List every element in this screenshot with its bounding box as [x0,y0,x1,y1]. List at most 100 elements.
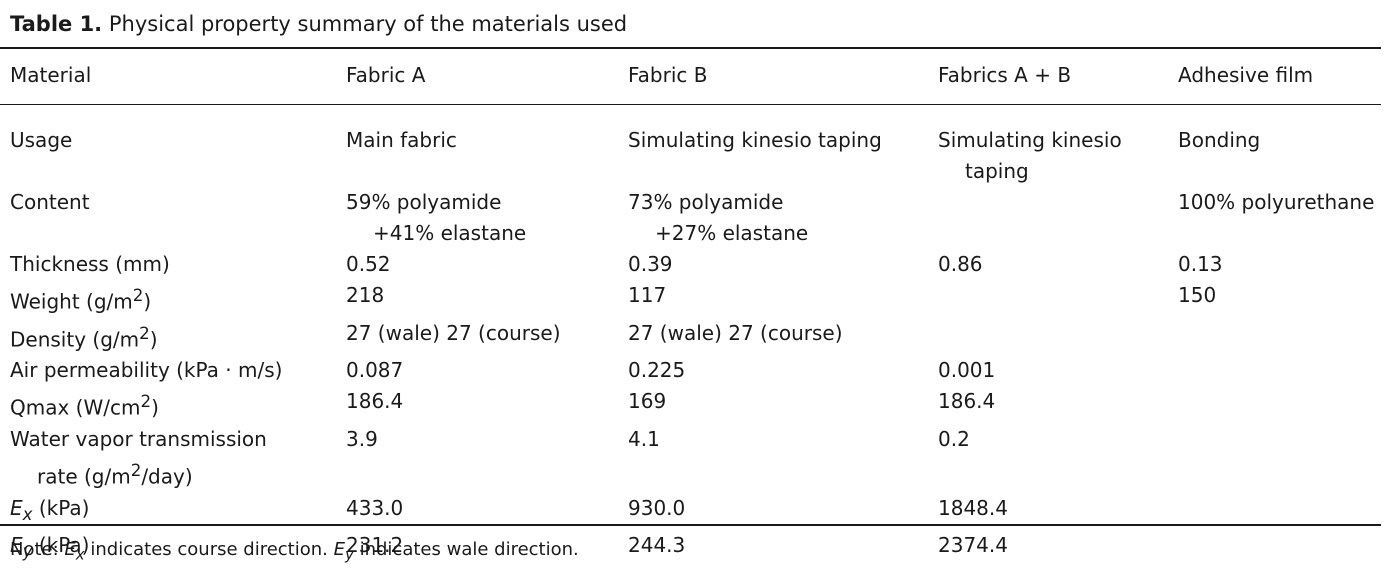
table-cell: 0.13 [1178,252,1223,276]
note-subscript: x [75,545,85,564]
cell-line: Main fabric [346,128,457,152]
table-cell [1178,386,1385,424]
bottom-rule [0,524,1381,526]
label-symbol: E [10,495,23,520]
label-text: Qmax (W/cm [10,395,141,420]
table-cell [1178,493,1385,530]
header-rule [0,104,1381,105]
table-cell [938,318,1178,356]
table-cell: Simulating kinesio taping [628,125,938,187]
label-subscript: y [22,541,33,561]
cell-line: Simulating kinesio taping [628,128,882,152]
table-cell: 0.2 [938,426,970,451]
table-cell: 0.86 [938,252,983,276]
table-note: Note: Ex indicates course direction. Ey … [10,539,579,564]
table-cell [1178,424,1385,493]
row-label: Qmax (W/cm2) [10,386,346,424]
table-caption-text: Physical property summary of the materia… [108,12,628,36]
label-superscript: 2 [132,286,144,305]
cell-line: Simulating kinesio [938,128,1122,152]
table-cell: 186.4 [938,389,996,414]
row-label: Ey (kPa) [10,530,346,567]
cell-line: Bonding [1178,128,1261,152]
cell-line: 73% polyamide [628,190,784,214]
table-row: Usage Main fabric Simulating kinesio tap… [10,125,1385,187]
label-text: Density (g/m [10,327,140,352]
table-row: Ey (kPa) 231.2 244.3 2374.4 [10,530,1385,567]
table-cell: Simulating kinesio taping [938,125,1178,187]
table-cell: 3.9 [346,426,378,451]
label-text: (kPa) [32,495,90,520]
note-subscript: y [344,545,354,564]
label-text: Water vapor transmission [10,426,267,451]
row-label: Water vapor transmission rate (g/m2/day) [10,424,346,493]
table-row: Air permeability (kPa · m/s) 0.087 0.225… [10,355,1385,386]
table-row: Qmax (W/cm2) 186.4 169 186.4 [10,386,1385,424]
header-cell: Fabric A [346,63,426,87]
label-text: rate (g/m [37,464,131,489]
property-table: Material Fabric A Fabric B Fabrics A + B… [10,60,1385,567]
row-label: Density (g/m2) [10,318,346,356]
header-row: Material Fabric A Fabric B Fabrics A + B… [10,60,1385,117]
row-label: Air permeability (kPa · m/s) [10,358,283,383]
table-cell: Main fabric [346,125,628,187]
cell-line: 59% polyamide [346,190,502,214]
table-cell [1178,318,1385,356]
label-text: (kPa) [32,532,90,557]
table-cell: 0.087 [346,358,404,383]
table-cell: 1848.4 [938,495,1008,520]
table-cell: Bonding [1178,125,1385,187]
row-label: Ex (kPa) [10,493,346,530]
label-superscript: 2 [140,392,152,412]
label-text: ) [143,289,152,314]
table-cell: 218 [346,283,385,307]
header-cell: Fabric B [628,63,708,87]
label-text: ) [149,327,158,352]
table-cell: 433.0 [346,495,404,520]
label-text: Weight (g/m [10,289,133,314]
table-cell: 150 [1178,283,1217,307]
row-label: Content [10,190,90,214]
note-symbol: E [333,539,345,560]
table-cell [1178,355,1385,386]
note-text: indicates wale direction. [353,539,579,560]
label-subscript: x [22,504,33,524]
row-label: Usage [10,128,73,152]
label-superscript: 2 [139,323,150,343]
table-cell: 2374.4 [938,532,1008,557]
table-cell: 231.2 [346,532,404,557]
label-superscript: 2 [130,460,142,480]
label-symbol: E [10,532,23,557]
cell-line: +27% elastane [655,221,809,245]
table-caption: Table 1. Physical property summary of th… [10,12,627,36]
table-cell: 27 (wale) 27 (course) [346,320,561,345]
table-cell: 930.0 [628,495,686,520]
label-text: /day) [141,464,193,489]
table-cell: 244.3 [628,532,686,557]
spacer-row [10,117,1385,125]
table-cell: 169 [628,389,667,414]
table-cell: 0.225 [628,358,686,383]
table-cell: 186.4 [346,389,404,414]
top-rule [0,47,1381,49]
table-caption-label: Table 1. [10,12,103,36]
table-cell [1178,530,1385,567]
note-text: indicates course direction. [84,539,334,560]
header-cell: Adhesive film [1178,63,1314,87]
table-cell: 4.1 [628,426,660,451]
table-cell: 59% polyamide +41% elastane [346,187,628,249]
table-cell: 0.52 [346,252,391,276]
table-row: Weight (g/m2) 218 117 150 [10,280,1385,318]
label-text: rate (g/m2/day) [10,455,193,493]
note-text: Note: [10,539,65,560]
table-row: Water vapor transmission rate (g/m2/day) … [10,424,1385,493]
table-row: Density (g/m2) 27 (wale) 27 (course) 27 … [10,318,1385,356]
table-row: Ex (kPa) 433.0 930.0 1848.4 [10,493,1385,530]
table-cell: 73% polyamide +27% elastane [628,187,938,249]
table-cell [938,280,1178,318]
row-label: Weight (g/m2) [10,280,346,318]
header-cell: Material [10,63,92,87]
header-cell: Fabrics A + B [938,63,1072,87]
table-cell: 27 (wale) 27 (course) [628,320,843,345]
table-cell: 117 [628,283,667,307]
